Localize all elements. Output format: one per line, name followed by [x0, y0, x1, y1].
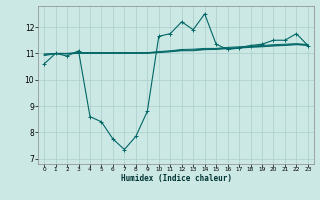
X-axis label: Humidex (Indice chaleur): Humidex (Indice chaleur) — [121, 174, 231, 183]
